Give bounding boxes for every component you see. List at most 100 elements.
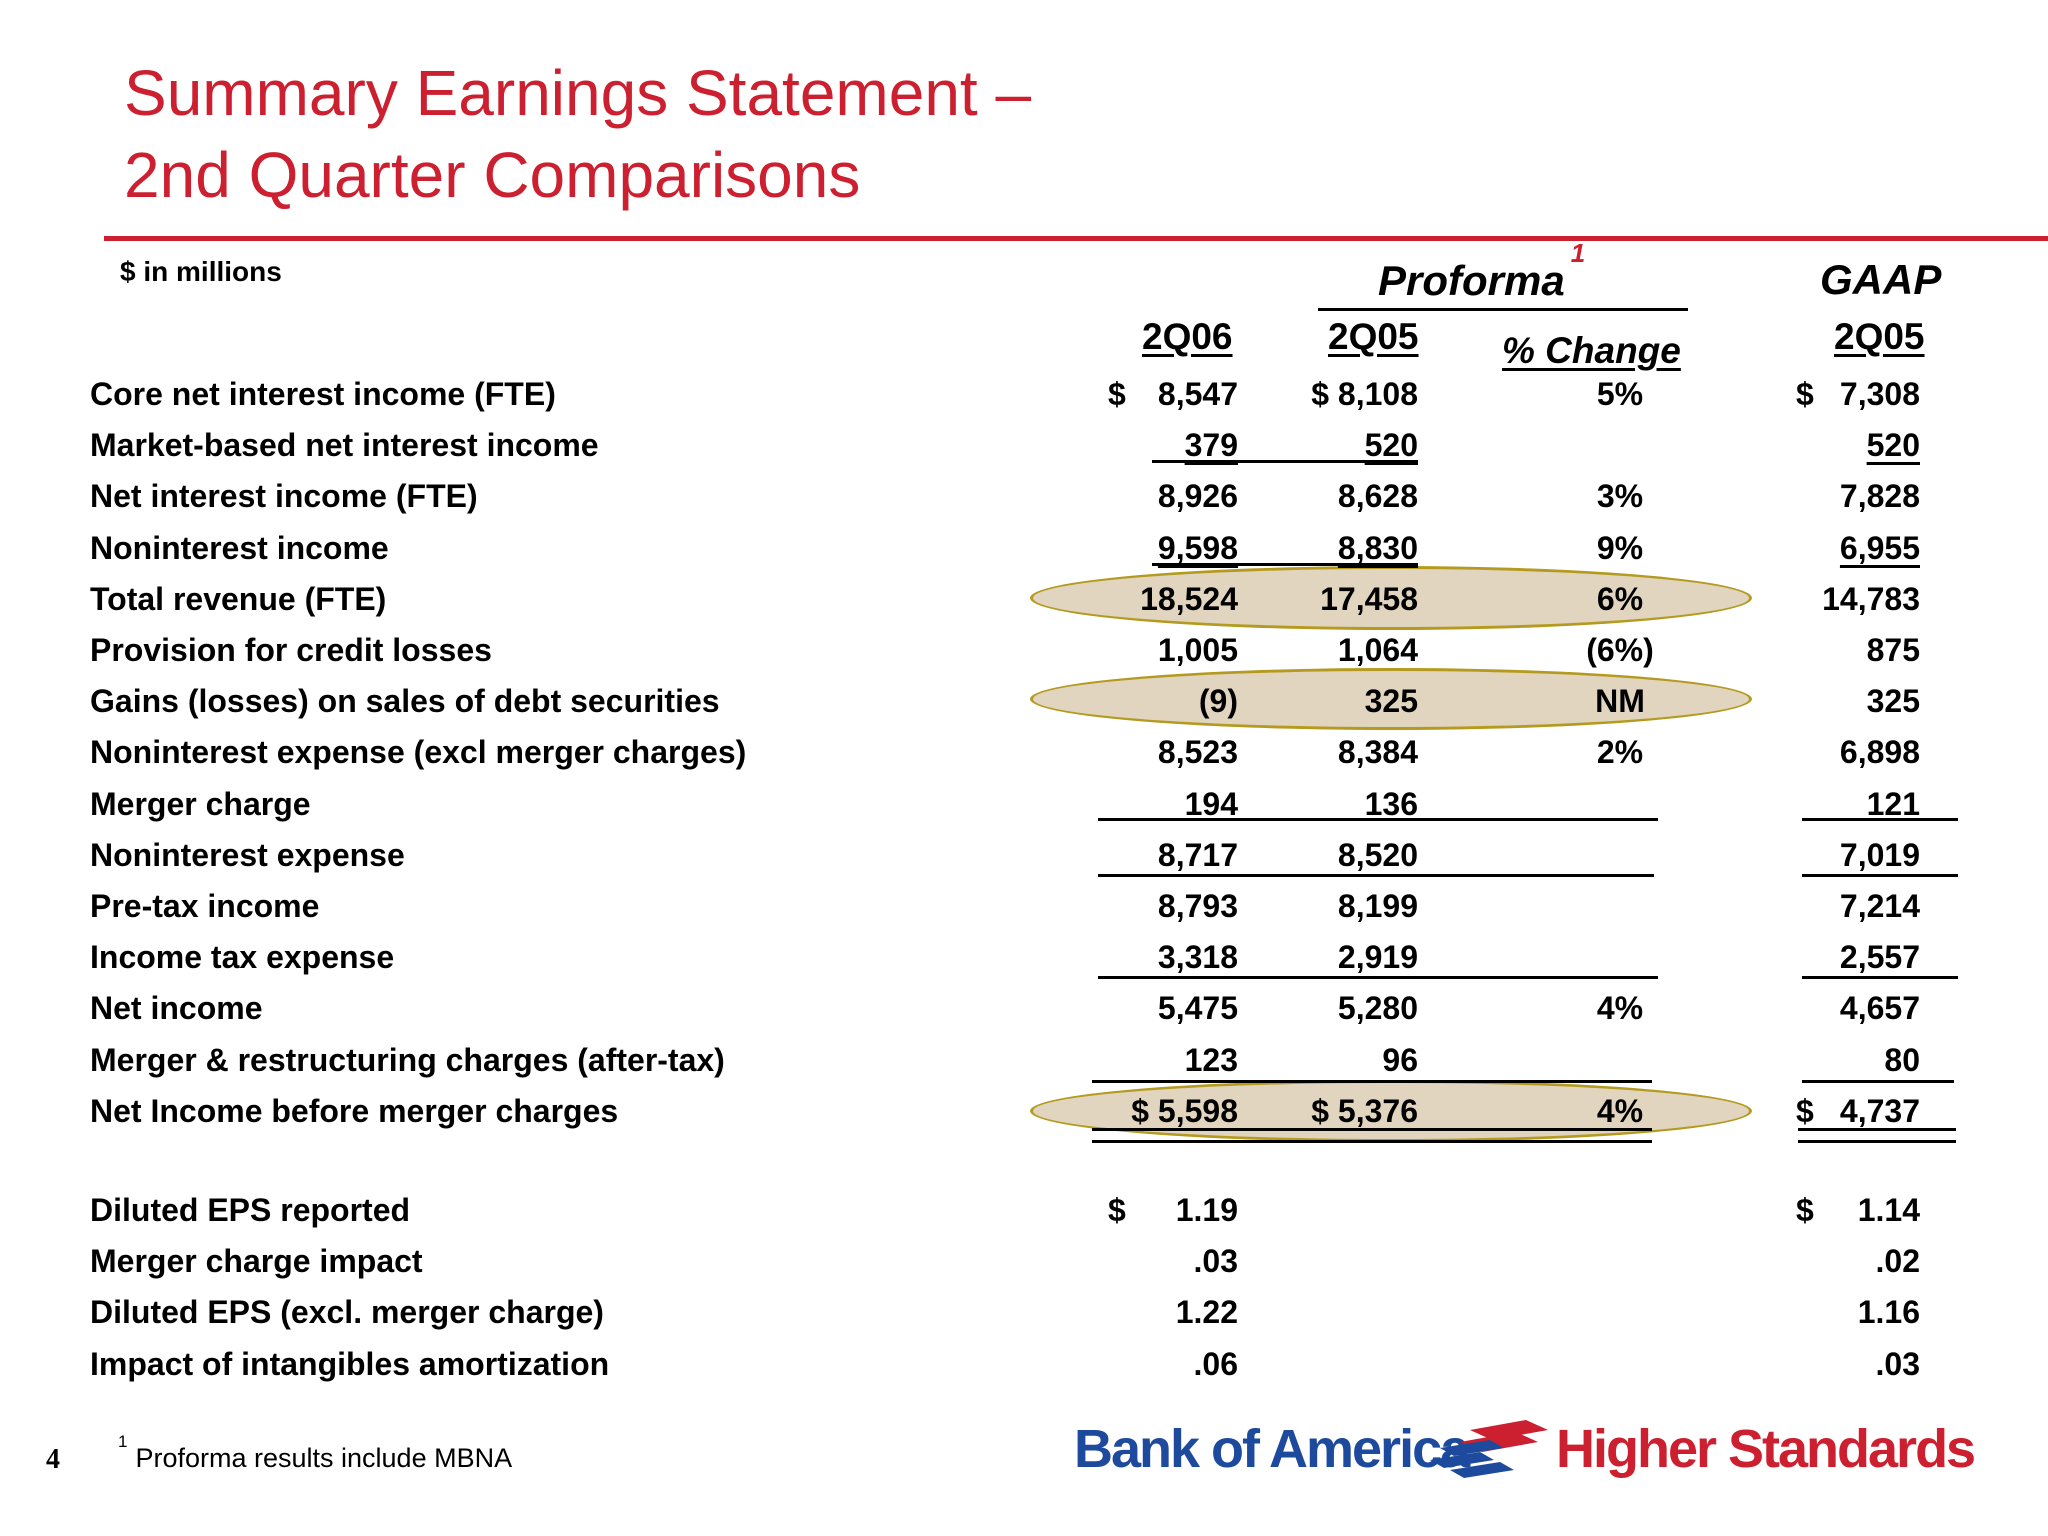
row-label: Noninterest expense — [90, 837, 405, 873]
row-label: Diluted EPS reported — [90, 1192, 411, 1228]
value-2q06: 1.19 — [1175, 1192, 1238, 1228]
value-2q05-gaap: 6,898 — [1839, 734, 1920, 770]
row-label: Net Income before merger charges — [90, 1093, 619, 1129]
value-2q06: 8,547 — [1157, 376, 1238, 412]
value-2q05-proforma: 17,458 — [1320, 581, 1418, 617]
proforma-label: Proforma — [1378, 257, 1565, 304]
value-2q05-proforma: 8,520 — [1337, 837, 1418, 873]
footnote: 1 Proforma results include MBNA — [118, 1432, 513, 1474]
dollar-sign-gaap: $ — [1796, 1093, 1814, 1129]
bank-of-america-logo: Bank of America — [1074, 1419, 1470, 1479]
value-2q06: 1.22 — [1175, 1294, 1238, 1330]
row-label: Merger charge — [90, 786, 311, 822]
rule-after-noninterest-income — [1152, 563, 1418, 566]
double-rule-2 — [1092, 1140, 1652, 1143]
row-label: Pre-tax income — [90, 888, 320, 924]
value-2q05-gaap: 7,828 — [1839, 478, 1920, 514]
col-header-2q06: 2Q06 — [1142, 316, 1233, 357]
rule-after-merger-charge — [1098, 818, 1658, 821]
row-label: Market-based net interest income — [90, 427, 599, 463]
value-2q05-gaap: 2,557 — [1839, 939, 1920, 975]
value-2q05-gaap: 4,737 — [1839, 1093, 1920, 1129]
table-row: Noninterest expense (excl merger charges… — [0, 732, 2048, 772]
value-2q05-proforma: 8,830 — [1337, 530, 1418, 566]
row-label: Income tax expense — [90, 939, 395, 975]
value-2q05-proforma: 2,919 — [1337, 939, 1418, 975]
value-2q05-gaap: 7,019 — [1839, 837, 1920, 873]
title-line-1: Summary Earnings Statement – — [124, 57, 1032, 129]
value-pct-change: 4% — [1596, 990, 1644, 1026]
value-2q05-gaap: 1.16 — [1857, 1294, 1920, 1330]
row-label: Merger charge impact — [90, 1243, 423, 1279]
dollar-sign: $ — [1108, 1192, 1126, 1228]
value-2q06: (9) — [1198, 683, 1238, 719]
value-2q05-proforma: 96 — [1382, 1042, 1418, 1078]
rule-after-merger-restructuring — [1092, 1080, 1652, 1083]
rule-after-merger-charge-gaap — [1802, 818, 1958, 821]
gaap-header: GAAP — [1820, 256, 1942, 303]
value-2q06: 379 — [1184, 427, 1238, 463]
col-header-2q05-proforma: 2Q05 — [1328, 316, 1419, 357]
row-label: Noninterest expense (excl merger charges… — [90, 734, 747, 770]
slide-title: Summary Earnings Statement – 2nd Quarter… — [124, 52, 1031, 216]
value-pct-change: NM — [1595, 683, 1645, 719]
table-row: Income tax expense 3,318 2,919 2,557 — [0, 937, 2048, 977]
value-2q05-proforma: 8,628 — [1337, 478, 1418, 514]
highlight-total-revenue — [1030, 566, 1752, 630]
row-label: Core net interest income (FTE) — [90, 376, 556, 412]
value-pct-change: (6%) — [1586, 632, 1654, 668]
row-label: Gains (losses) on sales of debt securiti… — [90, 683, 720, 719]
row-label: Noninterest income — [90, 530, 389, 566]
value-pct-change — [1520, 425, 1720, 465]
table-row: Noninterest income 9,598 8,830 9% 6,955 — [0, 528, 2048, 568]
value-pct-change — [1520, 937, 1720, 977]
rule-after-market-based — [1152, 460, 1418, 463]
value-2q06: 8,523 — [1157, 734, 1238, 770]
row-label: Total revenue (FTE) — [90, 581, 387, 617]
col-header-pct-change: % Change — [1502, 330, 1681, 371]
table-row: Net interest income (FTE) 8,926 8,628 3% 7,8… — [0, 476, 2048, 516]
value-2q05-proforma: $ 5,376 — [1311, 1093, 1418, 1129]
double-rule-gaap-2 — [1798, 1140, 1956, 1143]
value-2q05-gaap: .02 — [1875, 1243, 1920, 1279]
value-pct-change: 4% — [1596, 1093, 1644, 1129]
dollar-sign-gaap: $ — [1796, 1192, 1814, 1228]
proforma-footnote-mark: 1 — [1570, 238, 1586, 268]
value-pct-change: 2% — [1596, 734, 1644, 770]
table-row: Merger charge impact .03 .02 — [0, 1241, 2048, 1281]
footnote-text: Proforma results include MBNA — [135, 1443, 513, 1473]
table-row: Diluted EPS reported $1.19 $1.14 — [0, 1190, 2048, 1230]
value-pct-change — [1520, 835, 1720, 875]
row-label: Impact of intangibles amortization — [90, 1346, 610, 1382]
dollar-sign-gaap: $ — [1796, 376, 1814, 412]
value-2q05-gaap: .03 — [1875, 1346, 1920, 1382]
flag-stripes-blue — [1430, 1440, 1514, 1478]
value-2q05-gaap: 121 — [1866, 786, 1920, 822]
value-2q05-proforma: 1,064 — [1337, 632, 1418, 668]
value-2q06: .03 — [1193, 1243, 1238, 1279]
value-2q06: 5,475 — [1157, 990, 1238, 1026]
col-header-2q05-gaap: 2Q05 — [1834, 316, 1925, 357]
row-label: Net income — [90, 990, 263, 1026]
value-2q05-gaap: 875 — [1866, 632, 1920, 668]
value-2q06: 194 — [1184, 786, 1238, 822]
footnote-mark: 1 — [118, 1432, 128, 1451]
table-row: Merger charge 194 136 121 — [0, 784, 2048, 824]
page-number: 4 — [46, 1444, 60, 1475]
value-2q05-gaap: 520 — [1866, 427, 1920, 463]
proforma-rule — [1318, 308, 1688, 311]
double-rule-1 — [1092, 1128, 1652, 1131]
rule-after-noninterest-expense — [1098, 874, 1654, 877]
table-row: Net income 5,475 5,280 4% 4,657 — [0, 988, 2048, 1028]
table-row: Net Income before merger charges $ 5,598 $… — [0, 1091, 2048, 1131]
double-rule-gaap-1 — [1798, 1128, 1956, 1131]
value-2q05-proforma: 136 — [1364, 786, 1418, 822]
value-pct-change: 5% — [1596, 376, 1644, 412]
value-2q06: .06 — [1193, 1346, 1238, 1382]
value-pct-change: 3% — [1596, 478, 1644, 514]
value-2q06: 9,598 — [1157, 530, 1238, 566]
value-2q06: 3,318 — [1157, 939, 1238, 975]
table-row: Market-based net interest income 379 520 52… — [0, 425, 2048, 465]
table-row: Impact of intangibles amortization .06 .03 — [0, 1344, 2048, 1384]
value-2q06: 8,717 — [1157, 837, 1238, 873]
